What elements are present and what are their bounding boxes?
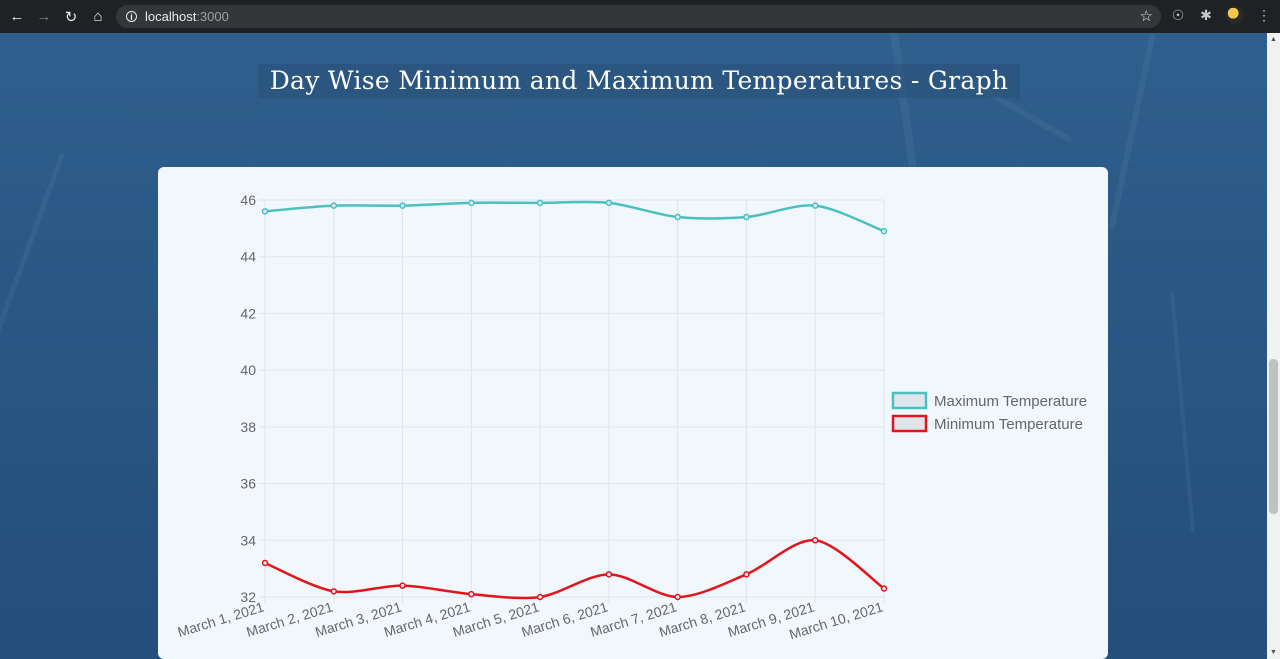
globe-icon[interactable]: ☉ xyxy=(1171,6,1185,23)
y-tick-label: 38 xyxy=(240,419,256,435)
min-temp-point xyxy=(468,590,475,598)
y-tick-label: 46 xyxy=(240,192,256,208)
url-text[interactable]: localhost:3000 xyxy=(145,9,229,24)
min-temp-point xyxy=(674,593,681,601)
max-temp-point xyxy=(330,202,338,209)
max-temp-point xyxy=(399,202,406,209)
y-tick-label: 44 xyxy=(240,249,256,265)
min-temp-point xyxy=(743,571,750,578)
max-temp-point xyxy=(674,213,681,221)
reload-icon[interactable]: ↻ xyxy=(64,8,78,26)
y-tick-label: 34 xyxy=(240,532,256,548)
max-temp-line xyxy=(264,200,885,233)
page-background: Day Wise Minimum and Maximum Temperature… xyxy=(0,33,1267,659)
min-temp-line xyxy=(264,539,885,600)
min-temp-point xyxy=(811,537,819,544)
forward-icon[interactable]: → xyxy=(36,8,52,25)
min-temp-point xyxy=(880,585,888,592)
scroll-down-icon[interactable]: ▼ xyxy=(1270,649,1277,656)
chart-card: 46 44 42 40 38 36 34 32 March 1, 2021 March 2, 20… xyxy=(158,167,1108,659)
max-temp-point xyxy=(536,199,544,207)
max-temp-point xyxy=(743,213,750,221)
min-temp-point xyxy=(605,571,613,578)
min-temp-point xyxy=(330,588,338,595)
max-temp-point xyxy=(605,199,613,207)
legend-swatch xyxy=(891,391,928,410)
scroll-thumb[interactable] xyxy=(1269,359,1278,514)
back-icon[interactable]: ← xyxy=(9,8,25,25)
extensions-icon[interactable]: ✱ xyxy=(1200,6,1212,23)
scroll-up-icon[interactable]: ▲ xyxy=(1270,36,1277,43)
site-info-icon[interactable]: i xyxy=(126,11,137,22)
profile-avatar[interactable] xyxy=(1226,6,1244,24)
legend-label: Maximum Temperature xyxy=(934,393,1087,410)
y-tick-label: 36 xyxy=(240,476,256,492)
y-tick-label: 40 xyxy=(240,362,256,378)
y-tick-label: 42 xyxy=(240,305,256,321)
browser-toolbar: ← → ↻ ⌂ i localhost:3000 ☆ ☉ ✱ ⋮ xyxy=(0,0,1280,33)
legend-label: Minimum Temperature xyxy=(934,416,1083,433)
max-temp-point xyxy=(880,227,888,235)
bookmark-star-icon[interactable]: ☆ xyxy=(1139,8,1153,25)
max-temp-point xyxy=(468,199,475,207)
menu-kebab-icon[interactable]: ⋮ xyxy=(1257,6,1271,23)
home-icon[interactable]: ⌂ xyxy=(93,8,103,25)
max-temp-point xyxy=(811,202,819,209)
max-temp-point xyxy=(261,208,269,215)
y-tick-label: 32 xyxy=(240,589,256,605)
page-scrollbar[interactable]: ▲ ▼ xyxy=(1267,33,1280,659)
address-bar[interactable]: i localhost:3000 ☆ xyxy=(116,5,1161,28)
toolbar-actions: ☉ ✱ ⋮ xyxy=(1170,6,1272,24)
min-temp-point xyxy=(261,559,269,567)
min-temp-point xyxy=(536,593,544,601)
min-temp-point xyxy=(399,582,406,589)
legend-swatch xyxy=(891,414,928,433)
page-title: Day Wise Minimum and Maximum Temperature… xyxy=(258,64,1020,98)
